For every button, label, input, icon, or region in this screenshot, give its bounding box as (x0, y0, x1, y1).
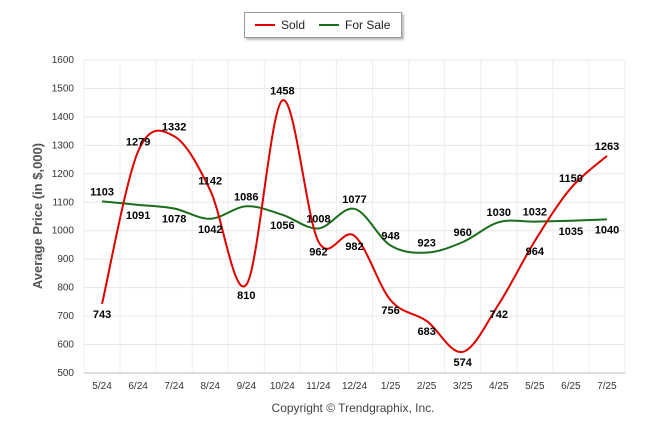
legend-swatch-sold (255, 24, 275, 26)
y-tick-label: 1500 (52, 83, 75, 94)
data-label-for-sale: 1040 (595, 224, 619, 236)
series-line-sold (101, 99, 608, 353)
data-label-sold: 574 (454, 357, 473, 369)
x-tick-label: 6/24 (128, 381, 148, 392)
y-tick-label: 1000 (52, 226, 75, 237)
x-tick-label: 1/25 (381, 381, 401, 392)
legend-swatch-for-sale (319, 24, 340, 26)
y-tick-label: 900 (57, 254, 74, 265)
data-label-for-sale: 1035 (559, 226, 583, 238)
data-label-for-sale: 1056 (270, 220, 294, 232)
data-label-for-sale: 1008 (306, 213, 330, 225)
y-tick-label: 1600 (52, 55, 75, 66)
data-label-sold: 683 (417, 326, 435, 338)
data-label-sold: 756 (381, 305, 399, 317)
data-label-sold: 1150 (559, 173, 583, 185)
data-label-for-sale: 1030 (487, 207, 511, 219)
series-line-for-sale (101, 200, 608, 254)
x-tick-label: 2/25 (417, 381, 437, 392)
data-labels: 743 1279 1332 1142 810 1458 962 982 756 683 574 742… (90, 85, 619, 369)
data-label-for-sale: 1042 (198, 224, 222, 236)
y-tick-label: 800 (57, 283, 74, 294)
y-tick-label: 600 (57, 340, 74, 351)
data-label-sold: 743 (93, 309, 111, 321)
chart-legend: Sold For Sale (244, 12, 402, 38)
y-tick-label: 500 (57, 368, 74, 379)
x-tick-label: 5/25 (525, 381, 545, 392)
data-label-sold: 1332 (162, 121, 186, 133)
data-label-sold: 1142 (198, 175, 222, 187)
x-tick-label: 7/24 (164, 381, 184, 392)
data-label-sold: 1279 (126, 136, 150, 148)
series-lines (101, 99, 608, 353)
data-label-for-sale: 923 (417, 238, 435, 250)
data-label-sold: 1263 (595, 141, 619, 153)
legend-label-sold: Sold (281, 18, 306, 32)
legend-item-sold[interactable]: Sold (255, 18, 305, 32)
data-label-sold: 742 (490, 309, 508, 321)
data-label-for-sale: 1103 (90, 186, 114, 198)
data-label-sold: 962 (309, 247, 327, 259)
legend-item-for-sale[interactable]: For Sale (319, 18, 390, 32)
copyright-footer: Copyright © Trendgraphix, Inc. (272, 401, 435, 415)
data-label-for-sale: 1091 (126, 210, 150, 222)
data-label-sold: 1458 (270, 85, 294, 97)
y-tick-label: 1300 (52, 140, 75, 151)
data-label-sold: 964 (526, 246, 545, 258)
y-axis-label: Average Price (in $,000) (30, 143, 45, 289)
data-label-sold: 810 (237, 290, 255, 302)
grid-lines (83, 59, 626, 374)
x-tick-label: 3/25 (453, 381, 473, 392)
x-tick-label: 10/24 (270, 381, 295, 392)
x-tick-label: 8/24 (200, 381, 220, 392)
data-label-for-sale: 960 (454, 227, 472, 239)
x-tick-label: 12/24 (342, 381, 367, 392)
x-axis-ticks: 5/24 6/24 7/24 8/24 9/24 10/24 11/24 12/24 1/25 2… (92, 381, 617, 392)
data-label-for-sale: 1086 (234, 191, 258, 203)
data-label-for-sale: 1032 (523, 207, 547, 219)
y-tick-label: 700 (57, 311, 74, 322)
data-label-sold: 982 (345, 241, 363, 253)
x-tick-label: 11/24 (306, 381, 331, 392)
data-label-for-sale: 1078 (162, 214, 186, 226)
x-tick-label: 7/25 (597, 381, 617, 392)
legend-label-for-sale: For Sale (345, 18, 391, 32)
x-tick-label: 5/24 (92, 381, 112, 392)
data-label-for-sale: 1077 (342, 194, 366, 206)
y-tick-label: 1100 (52, 197, 74, 208)
y-axis-ticks: 500 600 700 800 900 1000 1100 1200 1300 1400 1500 1… (52, 55, 75, 379)
x-tick-label: 6/25 (561, 381, 581, 392)
y-tick-label: 1200 (52, 169, 75, 180)
x-tick-label: 9/24 (237, 381, 257, 392)
x-tick-label: 4/25 (489, 381, 509, 392)
data-label-for-sale: 948 (381, 231, 399, 243)
y-tick-label: 1400 (52, 112, 75, 123)
